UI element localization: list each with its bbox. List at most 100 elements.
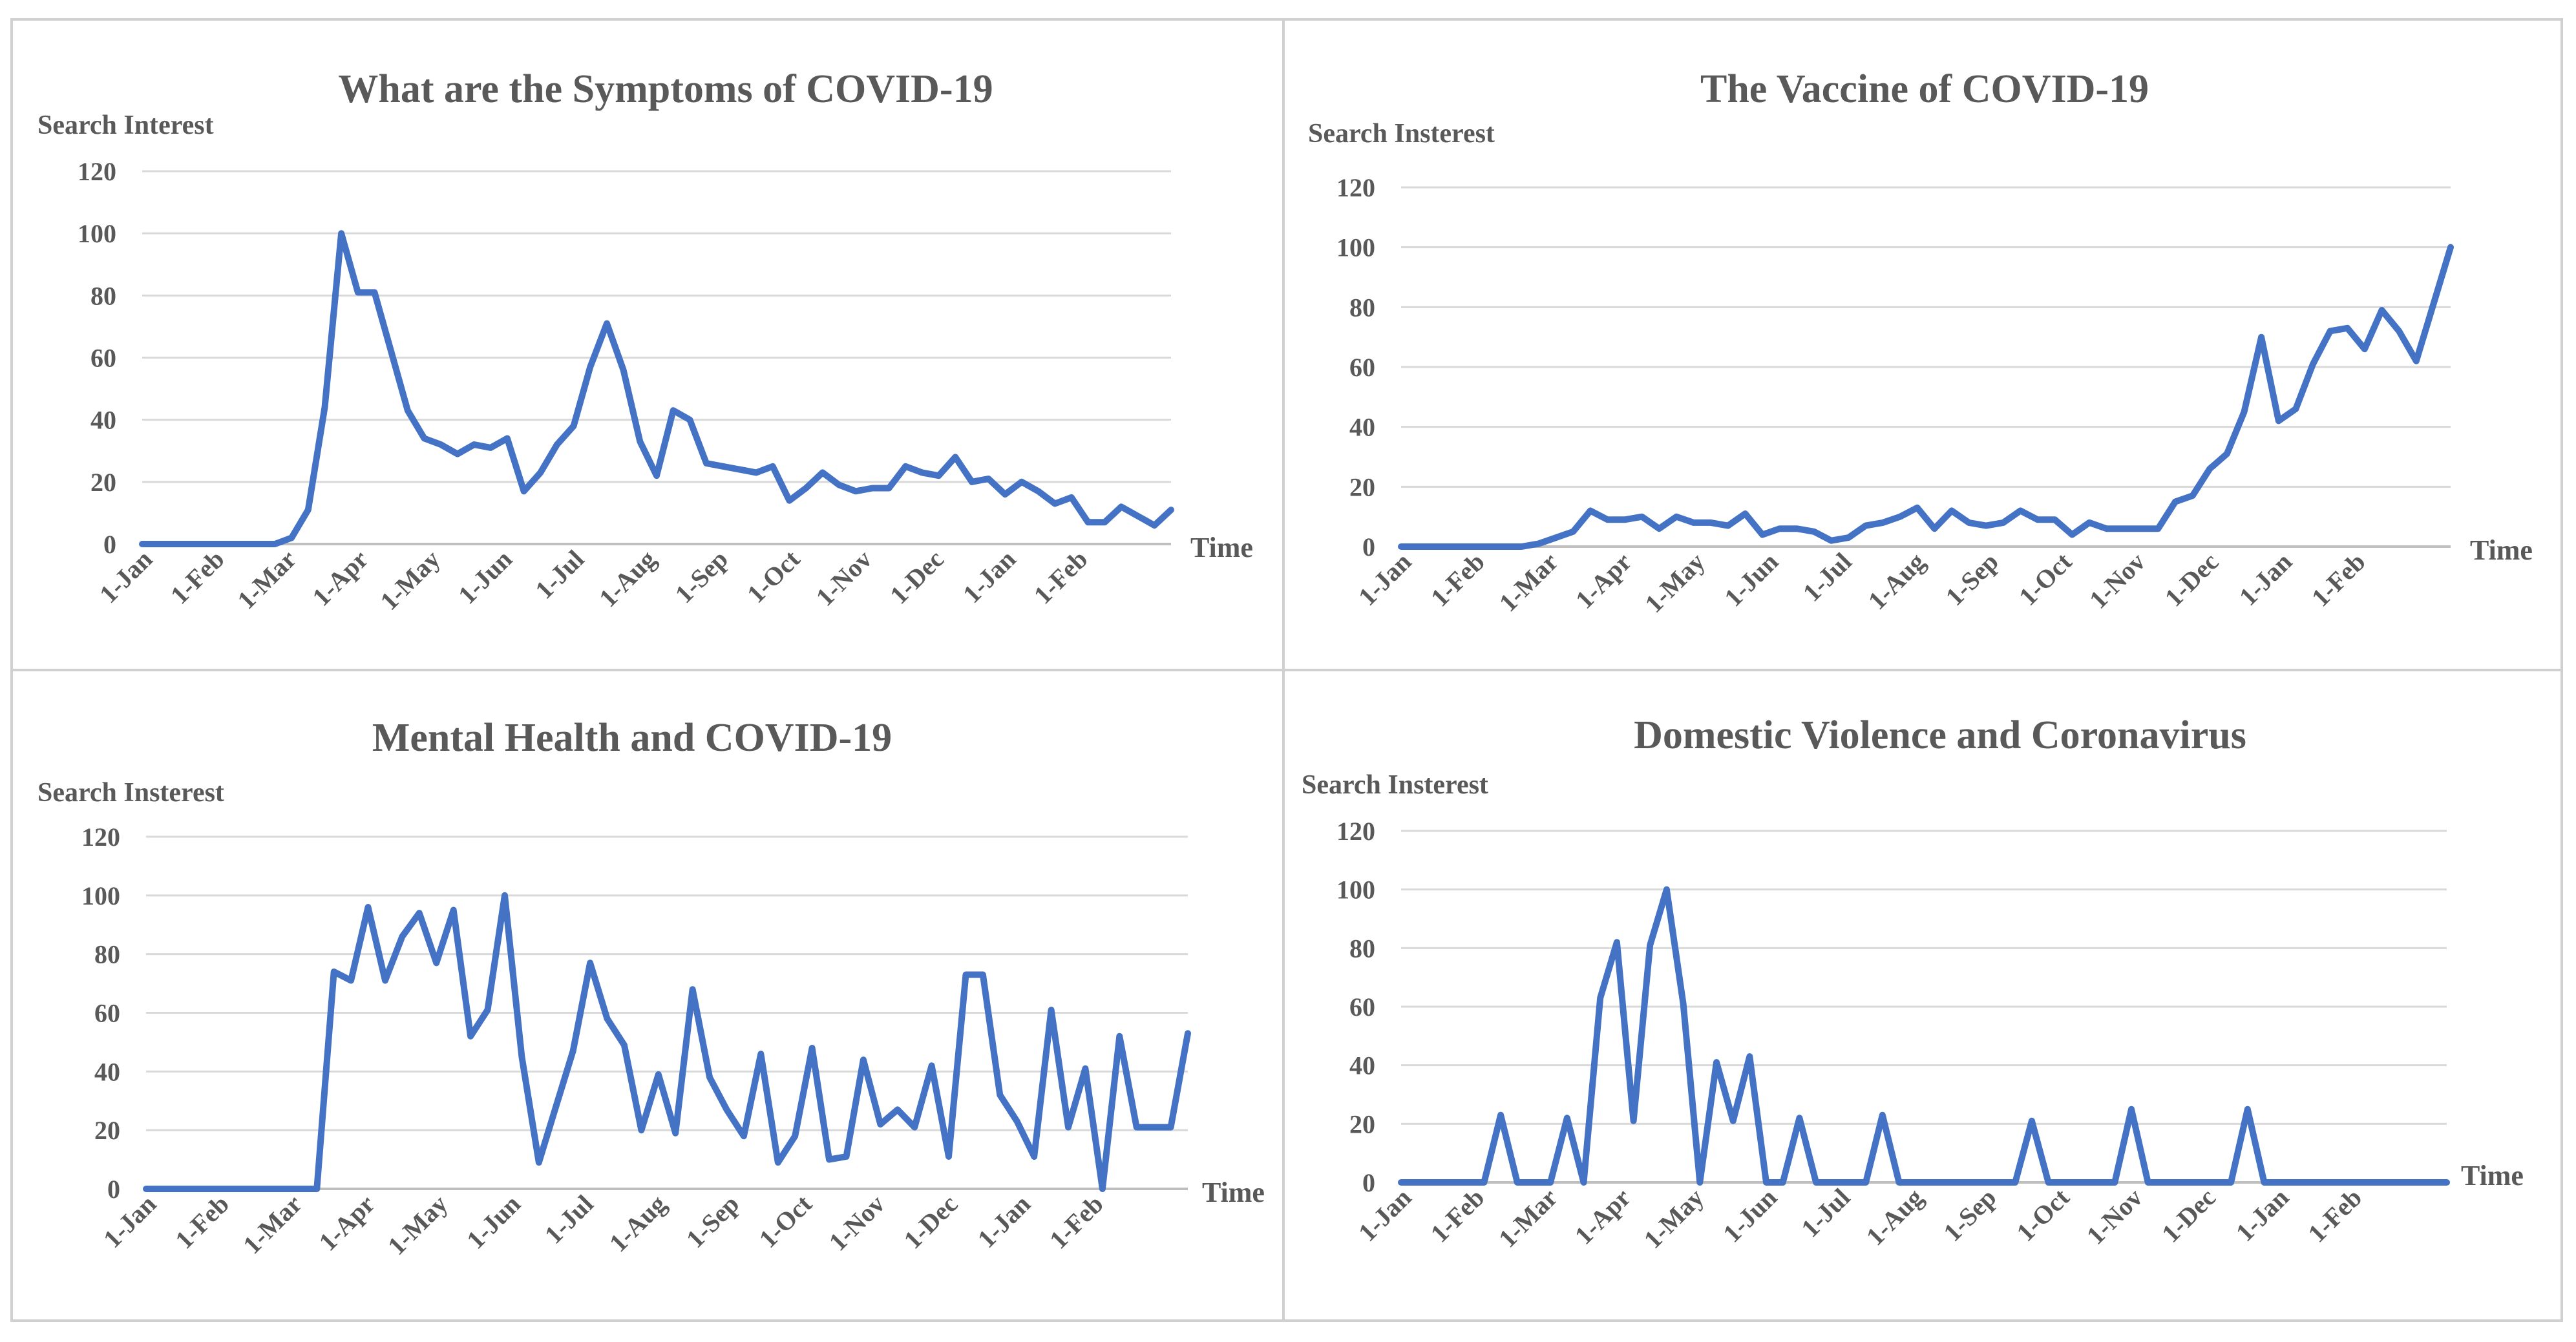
x-tick-label: 1-Dec — [898, 1190, 963, 1255]
chart-panel-1: 0 20 40 60 80 100 120 What are the Symptoms of … — [37, 67, 1253, 616]
x-tick-label: 1-Aug — [593, 545, 662, 613]
y-tick-label: 20 — [94, 1116, 120, 1145]
y-tick-label: 100 — [81, 881, 120, 910]
y-axis-label: Search Insterest — [1302, 770, 1488, 800]
y-tick-label: 60 — [94, 999, 120, 1028]
y-tick-label: 120 — [1336, 173, 1375, 202]
x-tick-label: 1-Feb — [2302, 1183, 2367, 1248]
series-line-1 — [143, 892, 1191, 1192]
x-tick-label: 1-Jan — [972, 1190, 1036, 1253]
y-tick-label: 80 — [94, 940, 120, 969]
y-tick-label: 60 — [1349, 353, 1375, 382]
y-tick-label: 60 — [90, 344, 116, 373]
x-tick-label: 1-Sep — [1939, 547, 2003, 611]
x-tick-label: 1-Apr — [306, 545, 374, 612]
x-tick-label: 1-Feb — [1044, 1190, 1109, 1255]
x-tick-label: 1-Sep — [670, 545, 734, 609]
y-tick-label: 20 — [1349, 1109, 1375, 1138]
x-tick-label: 1-Feb — [169, 1190, 235, 1255]
x-axis-label: Time — [2470, 534, 2533, 566]
y-tick-label: 40 — [1349, 1051, 1375, 1080]
x-tick-label: 1-Dec — [2156, 1183, 2221, 1248]
x-tick-label: 1-Apr — [313, 1190, 380, 1257]
x-tick-label: 1-Mar — [237, 1190, 308, 1260]
x-tick-label: 1-Oct — [754, 1189, 818, 1253]
x-tick-label: 1-Feb — [2306, 547, 2371, 613]
series-line-1 — [1398, 886, 2450, 1186]
y-axis-label: Search Insterest — [1308, 119, 1495, 149]
x-tick-label: 1-Mar — [1493, 1183, 1563, 1253]
y-axis-label: Search Interest — [37, 110, 214, 140]
x-tick-label: 1-Dec — [884, 545, 949, 610]
x-tick-label: 1-Jul — [529, 545, 589, 605]
x-axis-label: Time — [2461, 1160, 2524, 1191]
y-tick-label: 100 — [1336, 233, 1375, 262]
y-axis-label: Search Insterest — [37, 778, 224, 808]
x-axis-label: Time — [1190, 532, 1253, 563]
y-tick-label: 0 — [1362, 532, 1375, 561]
y-tick-label: 40 — [90, 406, 116, 435]
x-tick-label: 1-Sep — [681, 1190, 744, 1253]
chart-panel-3: 0 20 40 60 80 100 120 Mental Health and COVID-1… — [37, 716, 1265, 1261]
x-tick-label: 1-May — [1638, 1183, 1709, 1254]
y-tick-label: 100 — [78, 219, 116, 248]
x-tick-label: 1-Nov — [823, 1190, 891, 1257]
x-tick-label: 1-Nov — [810, 545, 878, 612]
y-tick-label: 120 — [81, 823, 120, 852]
y-tick-label: 60 — [1349, 992, 1375, 1022]
x-tick-label: 1-Aug — [1861, 1183, 1929, 1252]
y-tick-label: 20 — [90, 468, 116, 497]
x-tick-label: 1-May — [374, 545, 445, 616]
x-tick-label: 1-Jun — [452, 545, 518, 610]
x-tick-label: 1-Jul — [539, 1190, 599, 1250]
x-tick-label: 1-Jul — [1797, 547, 1857, 607]
y-tick-label: 100 — [1336, 875, 1375, 905]
x-tick-label: 1-Oct — [2013, 547, 2078, 611]
x-axis-label: Time — [1202, 1177, 1265, 1208]
y-tick-label: 20 — [1349, 472, 1375, 501]
chart-panel-2: 0 20 40 60 80 100 120 The Vaccine of COVID-19 Se… — [1308, 67, 2533, 618]
y-tick-label: 80 — [90, 281, 116, 310]
x-tick-label: 1-Oct — [2011, 1182, 2075, 1247]
series-line-1 — [139, 230, 1174, 547]
x-tick-label: 1-Jan — [957, 545, 1021, 609]
x-tick-label: 1-Apr — [1570, 547, 1637, 614]
chart-panel-4: 0 20 40 60 80 100 120 Domestic Violence and Cor… — [1302, 713, 2524, 1254]
y-tick-label: 80 — [1349, 293, 1375, 322]
x-tick-label: 1-Jun — [461, 1190, 526, 1255]
chart-title: Domestic Violence and Coronavirus — [1634, 713, 2246, 757]
y-tick-label: 0 — [107, 1175, 120, 1204]
x-tick-label: 1-Oct — [741, 544, 806, 609]
x-tick-label: 1-Sep — [1937, 1183, 2001, 1247]
chart-title: Mental Health and COVID-19 — [372, 716, 892, 760]
chart-title: The Vaccine of COVID-19 — [1700, 67, 2149, 111]
x-tick-label: 1-May — [382, 1190, 453, 1261]
x-tick-label: 1-Mar — [1494, 547, 1564, 618]
y-tick-label: 40 — [1349, 413, 1375, 442]
x-tick-label: 1-Feb — [165, 545, 230, 610]
x-tick-label: 1-Jul — [1795, 1183, 1855, 1243]
x-tick-label: 1-Feb — [1425, 547, 1490, 613]
x-tick-label: 1-Dec — [2159, 547, 2224, 613]
x-tick-label: 1-Aug — [604, 1190, 672, 1258]
x-tick-label: 1-Apr — [1569, 1183, 1636, 1250]
charts-layer: 0 20 40 60 80 100 120 What are the Symptoms of … — [37, 67, 2533, 1261]
x-tick-label: 1-Feb — [1028, 545, 1093, 610]
y-tick-label: 40 — [94, 1057, 120, 1086]
y-tick-label: 120 — [1336, 817, 1375, 846]
x-tick-label: 1-Jun — [1718, 547, 1784, 613]
y-tick-label: 0 — [1362, 1168, 1375, 1197]
y-tick-label: 120 — [78, 157, 116, 186]
series-line-1 — [1398, 244, 2454, 550]
x-tick-label: 1-Nov — [2081, 1183, 2148, 1250]
x-tick-label: 1-Jan — [2230, 1183, 2294, 1247]
x-tick-label: 1-Mar — [231, 545, 302, 615]
x-tick-label: 1-Nov — [2084, 547, 2151, 614]
y-tick-label: 0 — [103, 530, 116, 559]
x-tick-label: 1-Jan — [2233, 547, 2297, 611]
chart-title: What are the Symptoms of COVID-19 — [338, 67, 993, 111]
x-tick-label: 1-May — [1639, 547, 1710, 618]
x-tick-label: 1-Feb — [1425, 1183, 1490, 1248]
x-tick-label: 1-Aug — [1863, 547, 1931, 616]
